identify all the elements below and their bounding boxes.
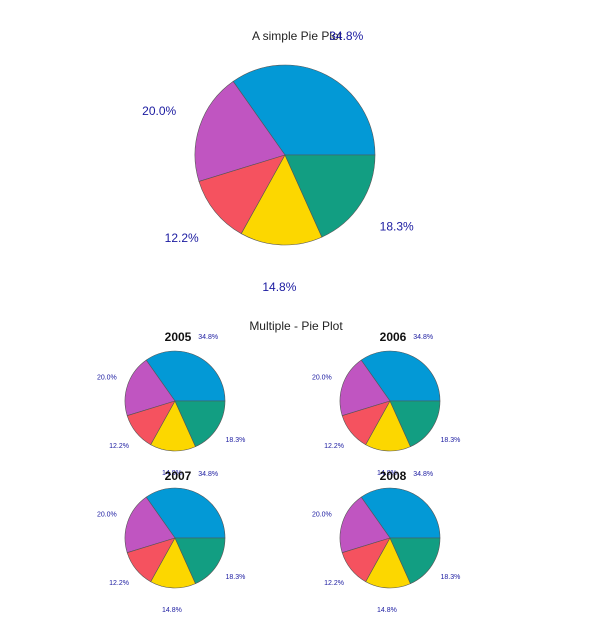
simple-pie-slice-label-2: 12.2% <box>165 231 199 245</box>
simple-pie-slice-1 <box>194 80 286 182</box>
pie-2008-slice-label-1: 20.0% <box>312 512 332 519</box>
multiple-pie-title: Multiple - Pie Plot <box>249 319 343 333</box>
simple-pie-slice-3 <box>240 154 323 246</box>
simple-pie-slice-0 <box>232 64 376 156</box>
pie-2007-slice-4 <box>174 537 226 585</box>
subplot-title-2007: 2007 <box>165 469 192 483</box>
pie-2005-slice-label-4: 18.3% <box>226 437 246 444</box>
pie-2007-slice-label-4: 18.3% <box>226 574 246 581</box>
pie-2005-slice-label-2: 12.2% <box>109 443 129 450</box>
subplot-title-2005: 2005 <box>165 330 192 344</box>
pie-2005-slice-4 <box>174 400 226 448</box>
simple-pie-slice-label-0: 34.8% <box>329 29 363 43</box>
pie-2008-slice-label-3: 14.8% <box>377 607 397 614</box>
simple-pie-slice-4 <box>284 154 376 238</box>
pie-2008-slice-label-4: 18.3% <box>441 574 461 581</box>
pie-2006-slice-4 <box>389 400 441 448</box>
pie-2005-slice-label-1: 20.0% <box>97 375 117 382</box>
pie-2007-slice-0 <box>145 487 226 539</box>
pie-2008-slice-4 <box>389 537 441 585</box>
pie-2006-slice-label-4: 18.3% <box>441 437 461 444</box>
pie-chart-2006: 34.8% 20.0% 12.2% 14.8% 18.3% <box>312 334 460 477</box>
pie-2006-slice-label-2: 12.2% <box>324 443 344 450</box>
simple-pie-slice-label-4: 18.3% <box>380 219 414 233</box>
pie-chart-2005: 34.8% 20.0% 12.2% 14.8% 18.3% <box>97 334 245 477</box>
pie-2005-slice-label-0: 34.8% <box>198 334 218 341</box>
subplot-title-2008: 2008 <box>380 469 407 483</box>
pie-2006-slice-label-1: 20.0% <box>312 375 332 382</box>
pie-2007-slice-label-1: 20.0% <box>97 512 117 519</box>
pie-2008-slice-label-0: 34.8% <box>413 471 433 478</box>
pie-2006-slice-label-3: 14.8% <box>377 470 397 477</box>
pie-2007-slice-label-2: 12.2% <box>109 580 129 587</box>
pie-2005-slice-0 <box>145 350 226 402</box>
simple-pie-slice-label-1: 20.0% <box>142 104 176 118</box>
pie-2007-slice-1 <box>124 496 176 554</box>
pie-2008-slice-1 <box>339 496 391 554</box>
pie-2008-slice-0 <box>360 487 441 539</box>
simple-pie-slice-label-3: 14.8% <box>262 280 296 294</box>
pie-2007-slice-label-0: 34.8% <box>198 471 218 478</box>
pie-2006-slice-1 <box>339 359 391 417</box>
pie-chart-2008: 34.8% 20.0% 12.2% 14.8% 18.3% <box>312 471 460 614</box>
pie-2005-slice-1 <box>124 359 176 417</box>
simple-pie-title: A simple Pie Plot <box>252 29 343 43</box>
pie-2005-slice-label-3: 14.8% <box>162 470 182 477</box>
pie-2007-slice-label-3: 14.8% <box>162 607 182 614</box>
pie-2006-slice-0 <box>360 350 441 402</box>
subplot-title-2006: 2006 <box>380 330 407 344</box>
pie-2006-slice-label-0: 34.8% <box>413 334 433 341</box>
pie-2008-slice-label-2: 12.2% <box>324 580 344 587</box>
pie-chart-2007: 34.8% 20.0% 12.2% 14.8% 18.3% <box>97 471 245 614</box>
simple-pie-chart: 34.8% 20.0% 12.2% 14.8% 18.3% <box>142 29 414 294</box>
simple-pie-slice-2 <box>198 154 286 235</box>
